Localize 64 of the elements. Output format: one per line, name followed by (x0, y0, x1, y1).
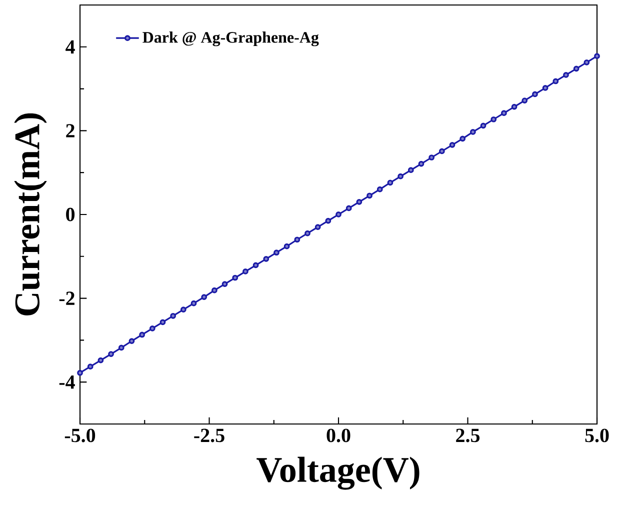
x-tick-label: 2.5 (456, 428, 480, 442)
point (139, 332, 145, 338)
point (573, 66, 580, 72)
point (522, 98, 528, 104)
point (98, 357, 104, 364)
point (511, 104, 518, 110)
point (480, 122, 486, 129)
point (387, 180, 394, 186)
point (180, 306, 186, 313)
point (438, 148, 445, 154)
point (274, 250, 280, 256)
point (118, 344, 124, 351)
point (594, 53, 600, 60)
y-axis-title: Current(mA) (14, 113, 47, 316)
point (376, 186, 383, 192)
point (460, 136, 466, 142)
point (428, 154, 434, 160)
point (366, 192, 372, 199)
point (294, 236, 300, 243)
point (77, 370, 83, 376)
point (346, 205, 352, 212)
y-tick-label: -4 (59, 376, 75, 389)
point (252, 262, 259, 268)
point (190, 300, 197, 306)
point (222, 281, 228, 287)
point (108, 351, 114, 357)
point (408, 167, 414, 174)
point (501, 110, 507, 116)
point (398, 173, 404, 180)
point (149, 326, 156, 332)
point (87, 364, 94, 370)
point (490, 116, 497, 122)
point (325, 218, 332, 224)
point (232, 274, 238, 281)
point (563, 72, 569, 78)
point (336, 212, 342, 218)
point (584, 59, 590, 66)
point (449, 142, 456, 148)
point (201, 294, 208, 300)
legend-label: Dark @ Ag-Graphene-Ag (142, 32, 319, 46)
point (356, 198, 362, 205)
point (284, 243, 290, 250)
x-tick-label: 5.0 (585, 428, 609, 442)
y-tick-label: 2 (66, 124, 74, 138)
y-tick-label: 4 (66, 40, 75, 54)
y-tick-label: 0 (66, 208, 75, 222)
point (170, 312, 176, 319)
point (314, 224, 321, 230)
point (532, 91, 538, 98)
point (304, 230, 310, 236)
point (242, 268, 248, 274)
point (418, 160, 424, 167)
x-tick-label: 0.0 (326, 428, 350, 442)
point (470, 129, 476, 135)
x-tick-label: -5.0 (64, 428, 96, 442)
y-tick-label: -2 (59, 292, 74, 305)
point (128, 338, 135, 344)
point (263, 256, 270, 262)
x-axis-title: Voltage(V) (256, 456, 420, 490)
x-tick-label: -2.5 (194, 428, 224, 442)
point (211, 287, 218, 294)
point (552, 78, 559, 84)
point (160, 319, 166, 326)
point (542, 85, 548, 91)
